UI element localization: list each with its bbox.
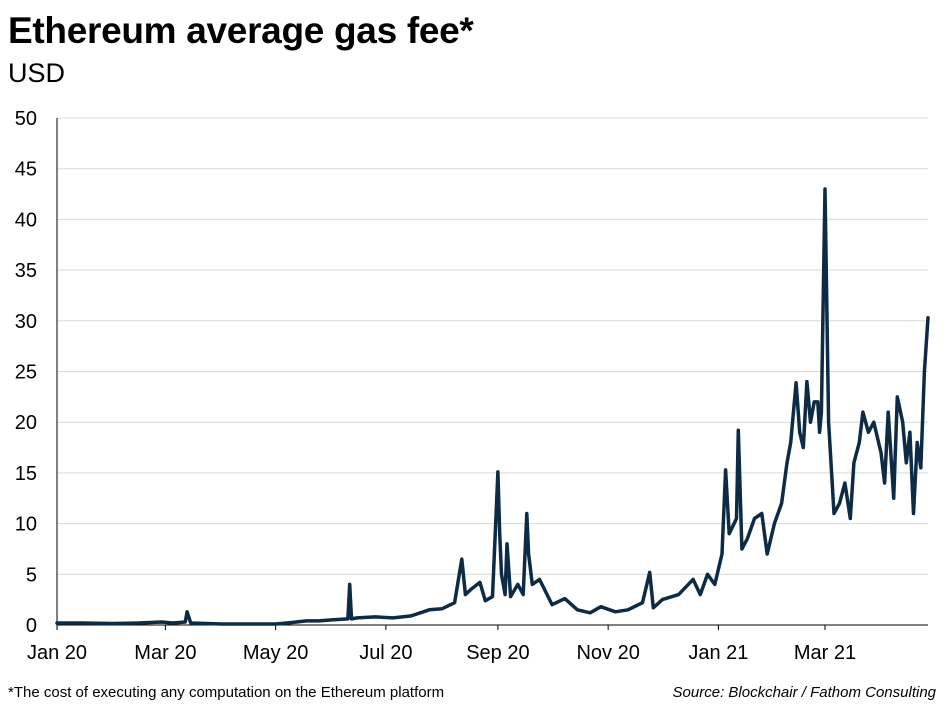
x-tick-label: Sep 20 [466, 642, 529, 664]
x-tick-label: Jul 20 [359, 642, 412, 664]
y-tick-label: 0 [26, 615, 37, 637]
y-tick-label: 10 [15, 514, 37, 536]
y-tick-label: 40 [15, 209, 37, 231]
x-tick-label: Jan 20 [27, 642, 87, 664]
y-tick-label: 30 [15, 311, 37, 333]
footnote: *The cost of executing any computation o… [8, 684, 445, 701]
y-tick-label: 5 [26, 564, 37, 586]
x-tick-label: Nov 20 [576, 642, 639, 664]
x-tick-label: Jan 21 [688, 642, 748, 664]
y-tick-label: 20 [15, 412, 37, 434]
chart-subtitle: USD [8, 58, 66, 88]
chart-title: Ethereum average gas fee* [8, 10, 474, 51]
y-tick-label: 25 [15, 362, 37, 384]
gridlines [57, 117, 928, 575]
source-note: Source: Blockchair / Fathom Consulting [672, 684, 936, 701]
y-tick-label: 45 [15, 159, 37, 181]
y-tick-label: 35 [15, 260, 37, 282]
series-line [55, 187, 930, 626]
y-tick-label: 50 [15, 108, 37, 130]
x-tick-label: May 20 [243, 642, 309, 664]
y-tick-labels: 0 5 10 15 20 25 30 35 40 45 50 [15, 108, 37, 637]
x-tick-labels: Jan 20 Mar 20 May 20 Jul 20 Sep 20 Nov 20 Jan … [27, 625, 856, 664]
x-tick-label: Mar 21 [794, 642, 856, 664]
y-tick-label: 15 [15, 463, 37, 485]
x-tick-label: Mar 20 [134, 642, 196, 664]
